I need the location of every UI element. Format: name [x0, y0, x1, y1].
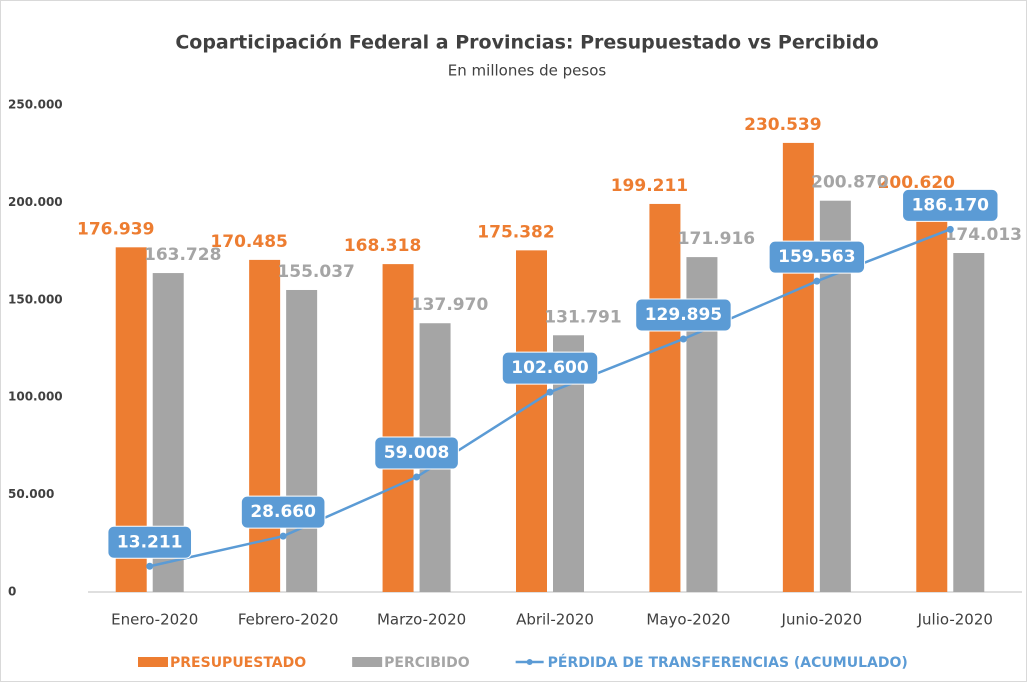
- data-label: 200.870: [811, 173, 889, 193]
- data-label-box: [768, 240, 866, 274]
- x-tick-label: Junio-2020: [781, 611, 863, 629]
- x-tick-label: Mayo-2020: [646, 611, 730, 629]
- bar: [649, 203, 681, 593]
- data-label: 186.170: [912, 195, 990, 215]
- y-tick-label: 0: [8, 585, 16, 599]
- x-tick-label: Febrero-2020: [238, 611, 339, 629]
- legend-label: PRESUPUESTADO: [170, 655, 306, 671]
- data-label: 168.318: [344, 236, 421, 256]
- data-label: 102.600: [511, 358, 589, 378]
- y-tick-label: 100.000: [8, 390, 63, 404]
- chart-title: Coparticipación Federal a Provincias: Pr…: [175, 32, 878, 54]
- x-tick-label: Marzo-2020: [377, 611, 466, 629]
- data-label-box: [107, 525, 193, 559]
- legend-swatch: [352, 657, 383, 667]
- line-point: [279, 532, 287, 540]
- data-label: 163.728: [144, 245, 221, 265]
- data-label: 59.008: [384, 443, 450, 463]
- bar: [953, 253, 985, 592]
- x-tick-label: Abril-2020: [516, 611, 594, 629]
- line-point: [546, 388, 554, 396]
- data-label-box: [501, 351, 599, 385]
- y-tick-label: 50.000: [8, 487, 54, 501]
- data-label: 199.211: [611, 176, 688, 196]
- legend-label: PERCIBIDO: [384, 655, 470, 671]
- data-label-box: [635, 298, 732, 332]
- line-point: [413, 473, 421, 481]
- data-label: 175.382: [477, 222, 554, 242]
- data-label: 13.211: [117, 532, 183, 552]
- legend-label: PÉRDIDA DE TRANSFERENCIAS (ACUMULADO): [548, 654, 908, 671]
- bar: [286, 289, 318, 592]
- legend-swatch: [138, 657, 168, 667]
- data-label: 176.939: [77, 219, 154, 239]
- bar: [782, 142, 814, 592]
- x-tick-label: Enero-2020: [111, 611, 198, 629]
- data-label: 28.660: [250, 502, 316, 522]
- data-label: 129.895: [645, 305, 722, 325]
- chart-subtitle: En millones de pesos: [448, 62, 607, 80]
- data-label: 155.037: [277, 262, 354, 282]
- data-label-box: [374, 436, 459, 470]
- bar: [516, 250, 547, 592]
- legend-point: [526, 659, 533, 665]
- x-tick-label: Julio-2020: [917, 611, 993, 629]
- bar: [382, 264, 414, 592]
- data-label-box: [902, 188, 999, 222]
- data-label: 200.620: [878, 173, 956, 193]
- data-label: 170.485: [210, 232, 287, 252]
- y-tick-label: 200.000: [8, 195, 63, 209]
- line-point: [146, 562, 154, 570]
- data-label: 174.013: [945, 225, 1022, 245]
- line-point: [946, 225, 954, 233]
- data-label: 171.916: [678, 229, 755, 249]
- y-tick-label: 250.000: [8, 98, 63, 112]
- data-label: 159.563: [778, 247, 855, 267]
- bar: [249, 259, 281, 592]
- bar: [916, 201, 948, 592]
- data-label: 230.539: [744, 115, 821, 135]
- line-point: [813, 277, 821, 285]
- data-label: 131.791: [544, 307, 621, 327]
- data-label-box: [240, 495, 326, 529]
- y-tick-label: 150.000: [8, 292, 63, 306]
- data-label: 137.970: [411, 295, 489, 315]
- line-point: [679, 335, 687, 343]
